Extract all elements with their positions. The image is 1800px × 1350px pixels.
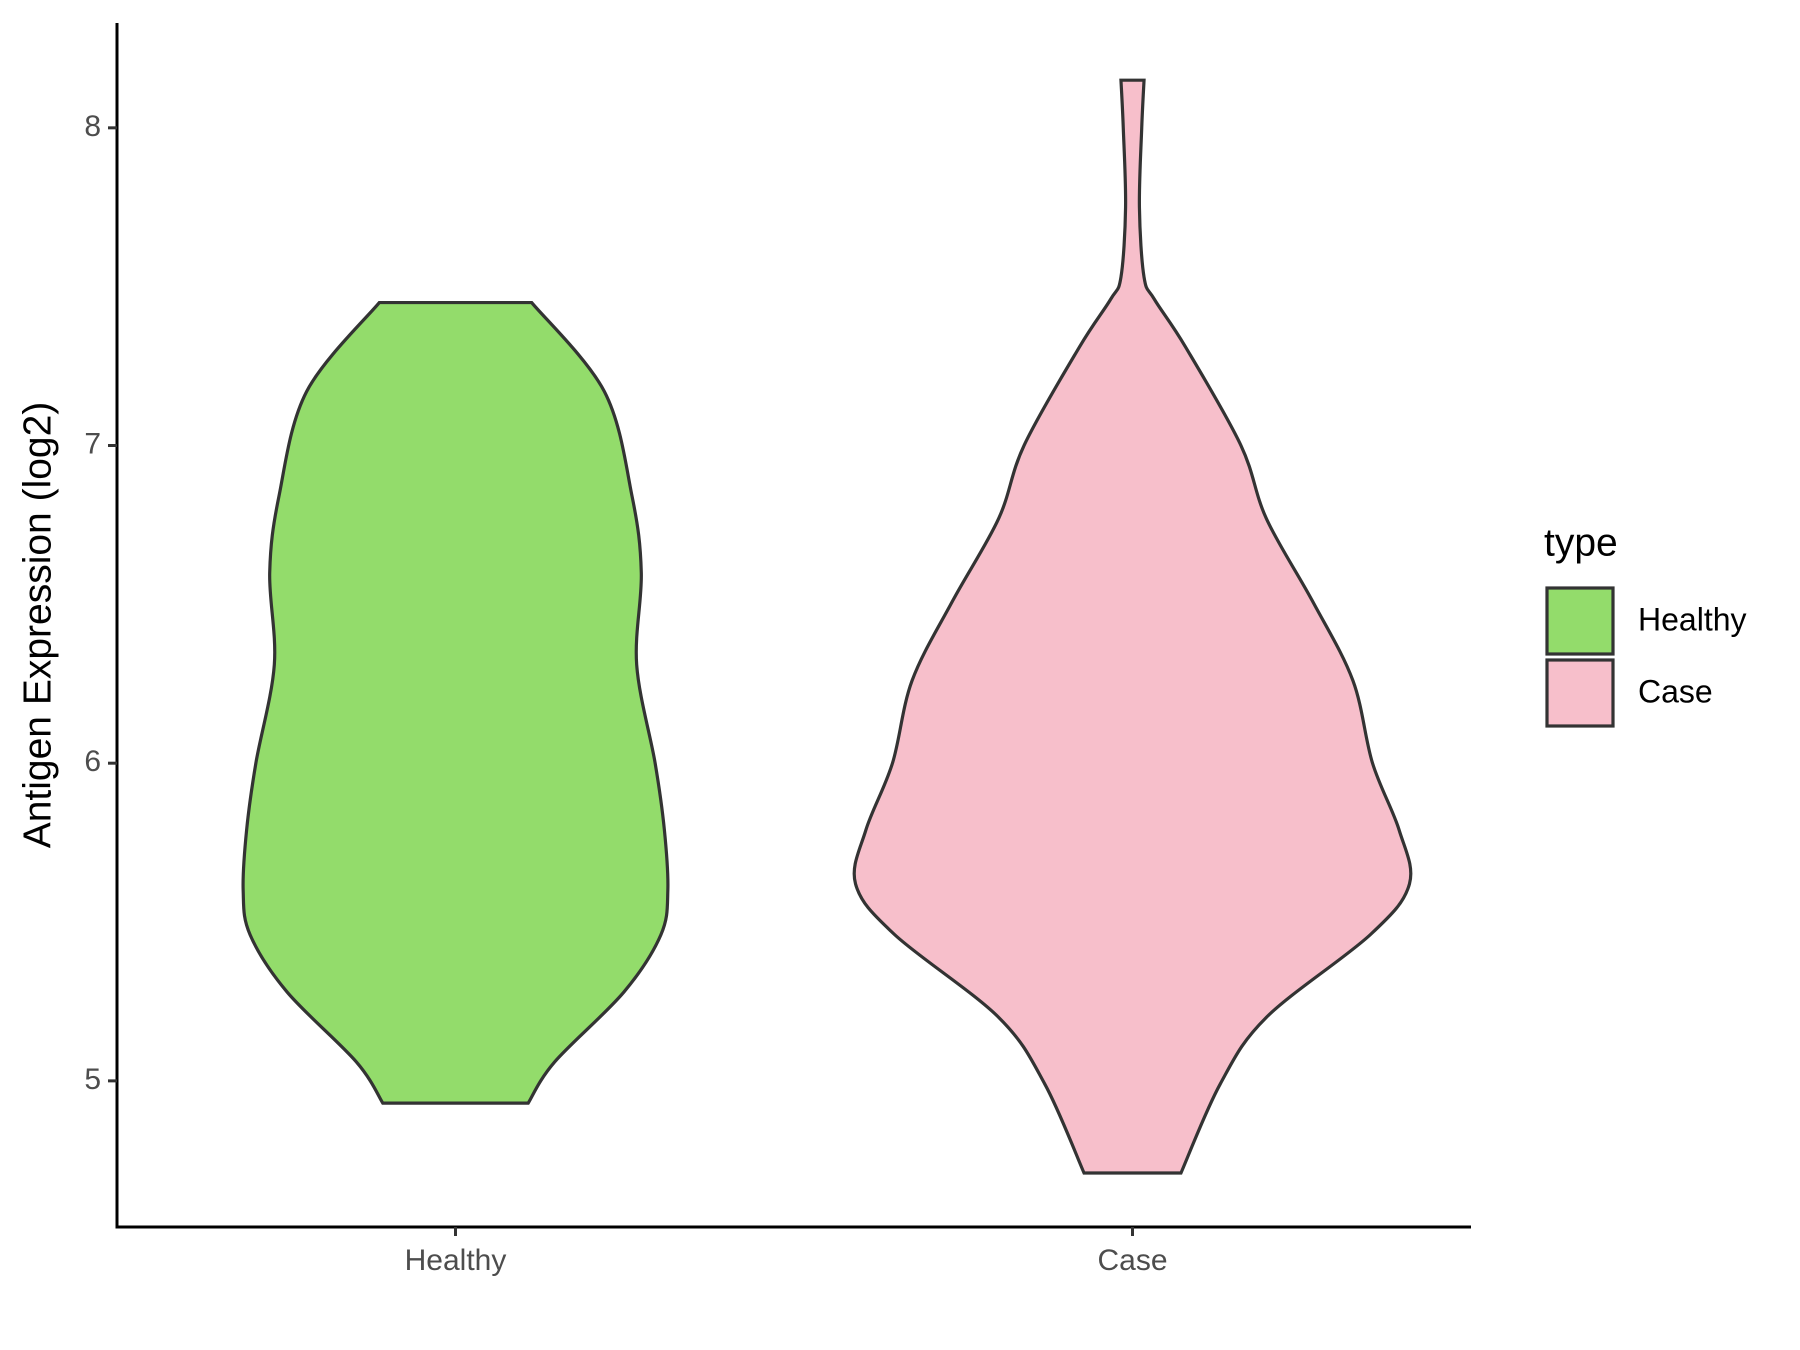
y-tick-label: 7 (84, 427, 101, 460)
legend-key (1545, 658, 1615, 728)
y-tick-label: 8 (84, 110, 101, 143)
x-tick-label: Case (1097, 1244, 1167, 1277)
legend-title: type (1544, 521, 1618, 564)
y-tick-label: 5 (84, 1063, 101, 1096)
y-axis-label: Antigen Expression (log2) (16, 402, 59, 849)
y-tick-label: 6 (84, 745, 101, 778)
violin (241, 300, 670, 1105)
legend-key (1545, 586, 1615, 656)
violin (852, 78, 1413, 1175)
legend-label: Healthy (1638, 601, 1747, 637)
x-tick-label: Healthy (405, 1244, 507, 1277)
legend-label: Case (1638, 673, 1713, 709)
